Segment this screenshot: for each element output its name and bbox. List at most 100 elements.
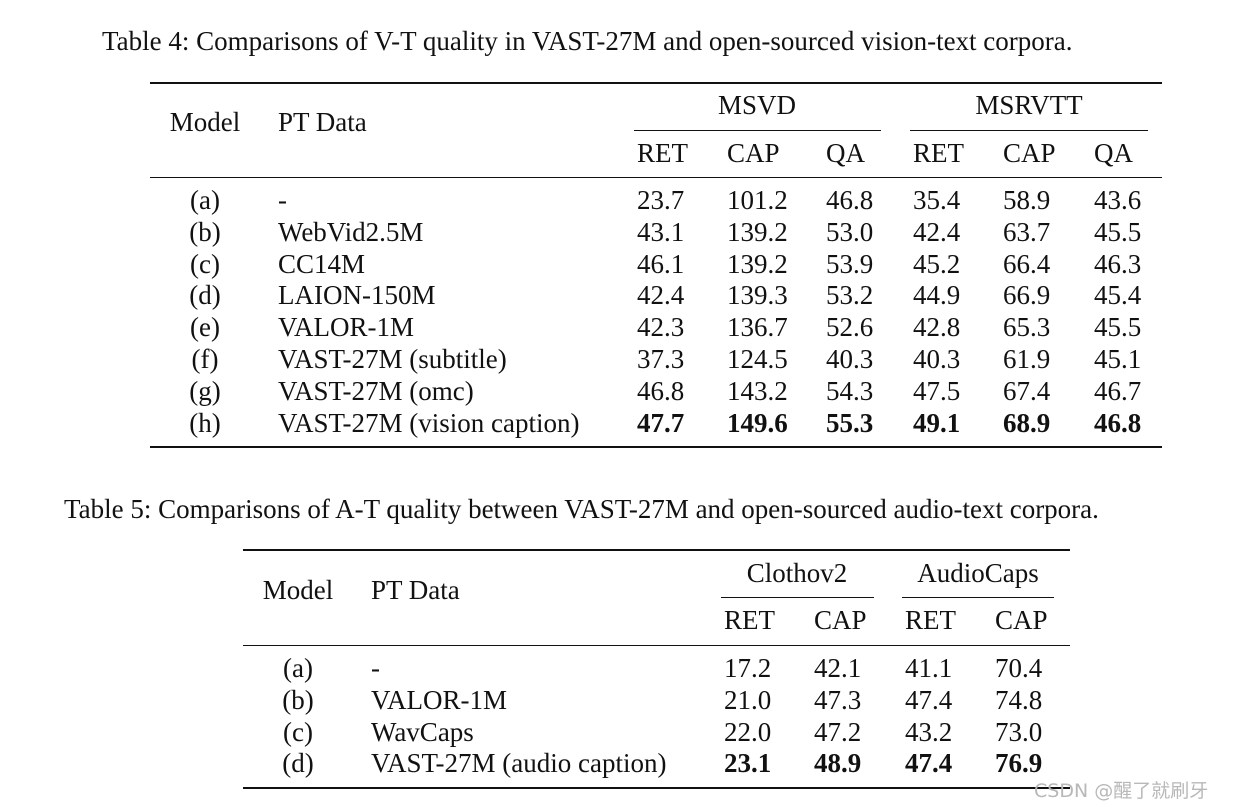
row-ptdata: LAION-150M [278,280,436,311]
header-model: Model [262,575,334,605]
row-ptdata: VAST-27M (subtitle) [278,344,507,374]
cell-value: 46.7 [1094,375,1142,406]
subcol-header: CAP [995,605,1048,635]
row-id: (f) [191,344,219,374]
cell-value: 53.9 [826,248,874,279]
header-ptdata: PT Data [278,107,367,137]
cell-value: 23.7 [637,185,685,215]
bottom-rule [150,446,1162,448]
top-rule [150,82,1162,84]
cell-value: 42.4 [913,216,961,247]
subcol-header: CAP [1003,138,1056,168]
cell-value: 17.2 [724,653,772,683]
row-id: (a) [283,653,313,683]
cell-value: 63.7 [1003,216,1051,247]
cell-value: 65.3 [1003,312,1051,343]
subcol-header: QA [826,138,865,168]
cell-value: 48.9 [814,748,862,779]
subcol-header: RET [913,138,964,168]
row-ptdata: VAST-27M (vision caption) [278,407,580,438]
cell-value: 45.2 [913,248,961,279]
row-id: (g) [189,375,221,406]
subcol-header: RET [637,138,688,168]
cell-value: 52.6 [826,312,874,343]
cell-value: 46.8 [637,375,685,406]
cell-value: 47.4 [905,748,953,779]
mid-rule [150,177,1162,179]
cell-value: 45.4 [1094,280,1142,311]
row-ptdata: - [278,185,287,215]
cell-value: 76.9 [995,748,1043,779]
cell-value: 23.1 [724,748,772,779]
cell-value: 54.3 [826,375,874,406]
cell-value: 55.3 [826,407,874,438]
row-ptdata: VALOR-1M [278,312,415,343]
watermark: CSDN @醒了就刷牙 [1034,780,1209,802]
cell-value: 124.5 [727,344,788,374]
row-id: (a) [190,185,220,215]
cell-value: 68.9 [1003,407,1051,438]
row-id: (c) [283,716,313,747]
cell-value: 43.2 [905,716,953,747]
cell-value: 58.9 [1003,185,1051,215]
cell-value: 44.9 [913,280,961,311]
cell-value: 41.1 [905,653,953,683]
cell-value: 47.7 [637,407,685,438]
cell-value: 42.1 [814,653,862,683]
cell-value: 66.9 [1003,280,1051,311]
row-ptdata: WavCaps [371,716,474,747]
cell-value: 139.2 [727,248,788,279]
row-ptdata: VAST-27M (audio caption) [371,748,667,779]
subcol-header: CAP [814,605,867,635]
group1-label: Clothov2 [746,558,848,588]
bottom-rule [243,787,1070,789]
cell-value: 70.4 [995,653,1043,683]
cell-value: 143.2 [727,375,788,406]
cell-value: 22.0 [724,716,772,747]
cell-value: 53.0 [826,216,874,247]
row-ptdata: WebVid2.5M [278,216,424,247]
cell-value: 40.3 [826,344,874,374]
row-id: (b) [189,216,221,247]
cell-value: 47.5 [913,375,961,406]
cell-value: 42.8 [913,312,961,343]
cell-value: 40.3 [913,344,961,374]
cell-value: 49.1 [913,407,961,438]
row-id: (d) [282,748,314,779]
cell-value: 46.1 [637,248,685,279]
subcol-header: QA [1094,138,1133,168]
cell-value: 42.4 [637,280,685,311]
row-id: (h) [189,407,221,438]
cell-value: 43.1 [637,216,685,247]
cell-value: 47.4 [905,684,953,715]
group2-rule [902,597,1054,599]
row-ptdata: - [371,653,380,683]
cell-value: 45.1 [1094,344,1142,374]
cell-value: 74.8 [995,684,1043,715]
row-id: (d) [189,280,221,311]
mid-rule [243,645,1070,647]
cell-value: 149.6 [727,407,788,438]
cell-value: 35.4 [913,185,961,215]
cell-value: 21.0 [724,684,772,715]
group2-label: AudioCaps [917,558,1039,588]
group2-label: MSRVTT [975,90,1083,120]
table4-caption: Table 4: Comparisons of V-T quality in V… [102,26,1073,56]
row-ptdata: VALOR-1M [371,684,508,715]
cell-value: 42.3 [637,312,685,343]
cell-value: 37.3 [637,344,685,374]
row-id: (c) [190,248,220,279]
cell-value: 46.8 [826,185,874,215]
cell-value: 53.2 [826,280,874,311]
cell-value: 101.2 [727,185,788,215]
cell-value: 45.5 [1094,216,1142,247]
cell-value: 45.5 [1094,312,1142,343]
cell-value: 46.3 [1094,248,1142,279]
cell-value: 139.3 [727,280,788,311]
row-id: (e) [190,312,220,343]
group2-rule [910,130,1148,132]
row-ptdata: CC14M [278,248,366,279]
subcol-header: CAP [727,138,780,168]
cell-value: 67.4 [1003,375,1051,406]
subcol-header: RET [724,605,775,635]
